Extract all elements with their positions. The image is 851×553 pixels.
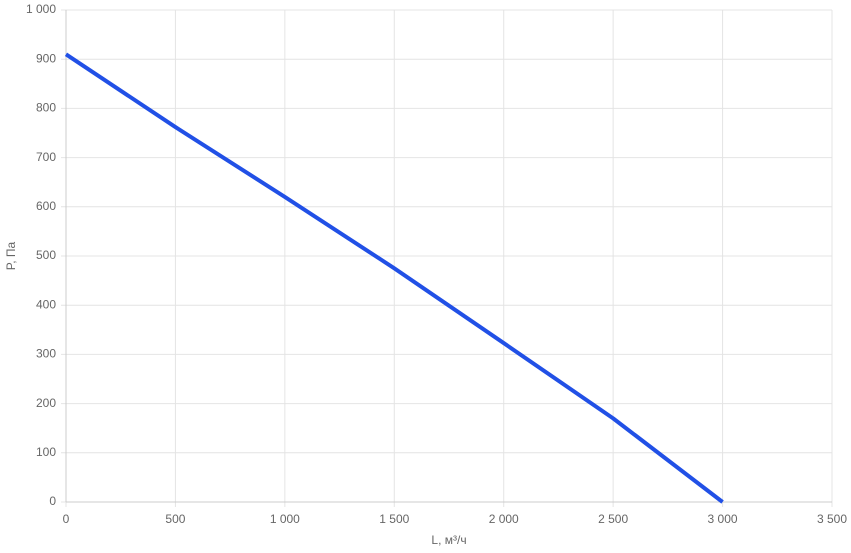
y-tick-label: 100	[36, 445, 56, 459]
y-axis-title: P, Па	[4, 241, 18, 270]
y-tick-label: 200	[36, 396, 56, 410]
line-series	[64, 52, 724, 504]
x-axis-title: L, м³/ч	[431, 533, 466, 547]
y-tick-label: 800	[36, 101, 56, 115]
x-tick-label: 2 000	[489, 512, 519, 526]
x-tick-label: 2 500	[598, 512, 628, 526]
x-tick-label: 3 500	[817, 512, 847, 526]
x-tick-label: 3 000	[708, 512, 738, 526]
x-tick-label: 1 000	[270, 512, 300, 526]
y-tick-label: 500	[36, 248, 56, 262]
x-tick-label: 1 500	[379, 512, 409, 526]
x-tick-label: 500	[165, 512, 185, 526]
y-tick-label: 700	[36, 150, 56, 164]
y-tick-label: 300	[36, 347, 56, 361]
y-tick-label: 600	[36, 199, 56, 213]
y-tick-label: 900	[36, 51, 56, 65]
y-tick-label: 400	[36, 297, 56, 311]
x-tick-label: 0	[63, 512, 70, 526]
y-tick-label: 1 000	[26, 2, 56, 16]
y-tick-label: 0	[49, 494, 56, 508]
